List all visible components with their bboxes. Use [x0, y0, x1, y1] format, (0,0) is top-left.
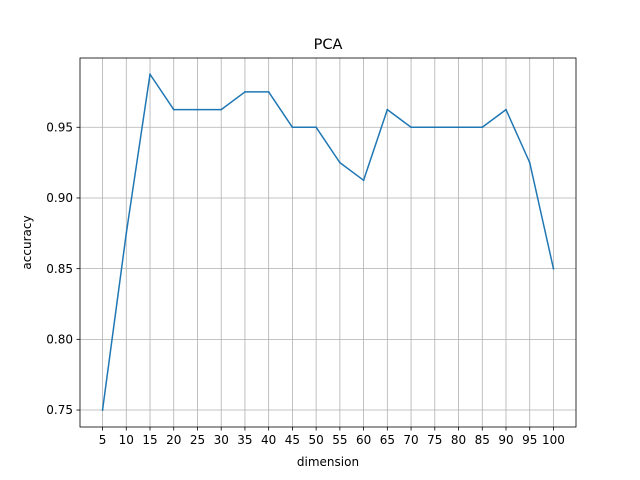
x-tick-label: 25 [190, 433, 205, 447]
x-tick-label: 45 [285, 433, 300, 447]
y-tick-label: 0.80 [46, 333, 73, 347]
data-point [410, 126, 412, 129]
data-point [433, 126, 436, 129]
x-tick-label: 80 [451, 433, 466, 447]
data-point [244, 91, 246, 93]
data-point [457, 126, 460, 129]
x-tick-label: 70 [403, 433, 418, 447]
x-tick-label: 65 [380, 433, 395, 447]
data-point [528, 161, 531, 164]
y-axis-label: accuracy [20, 215, 34, 269]
series-line [101, 73, 555, 411]
data-point [125, 232, 128, 235]
data-point [291, 126, 294, 129]
ticks: 5 10 15 20 25 30 35 40 45 50 55 60 65 70 75 80 85 90 95 100… [46, 120, 565, 447]
plot-frame [79, 57, 577, 428]
x-tick-label: 90 [498, 433, 513, 447]
data-point [362, 179, 365, 182]
data-point [267, 91, 270, 93]
x-tick-label: 5 [99, 433, 107, 447]
data-point [386, 108, 389, 111]
data-point [338, 161, 341, 164]
series-layer [101, 73, 555, 411]
data-point [172, 108, 175, 111]
x-tick-label: 20 [166, 433, 181, 447]
data-point [552, 267, 555, 270]
x-tick-label: 10 [119, 433, 134, 447]
x-tick-label: 85 [475, 433, 490, 447]
y-tick-label: 0.85 [46, 262, 73, 276]
grid [80, 58, 576, 427]
x-tick-label: 95 [522, 433, 537, 447]
chart-title: PCA [314, 37, 343, 53]
x-tick-label: 15 [142, 433, 157, 447]
x-tick-label: 75 [427, 433, 442, 447]
data-point [220, 108, 223, 111]
y-tick-label: 0.90 [46, 191, 73, 205]
x-tick-label: 55 [332, 433, 347, 447]
x-tick-label: 60 [356, 433, 371, 447]
x-tick-label: 30 [214, 433, 229, 447]
x-tick-label: 50 [308, 433, 323, 447]
data-point [101, 409, 104, 411]
y-tick-label: 0.75 [46, 403, 73, 417]
data-point [505, 108, 507, 111]
data-point [481, 126, 484, 129]
x-tick-label: 40 [261, 433, 276, 447]
x-axis-label: dimension [297, 455, 359, 469]
data-point [315, 126, 318, 129]
y-tick-label: 0.95 [46, 120, 73, 134]
x-tick-label: 35 [237, 433, 252, 447]
data-point [149, 73, 151, 76]
x-tick-label: 100 [542, 433, 565, 447]
data-point [196, 108, 199, 111]
